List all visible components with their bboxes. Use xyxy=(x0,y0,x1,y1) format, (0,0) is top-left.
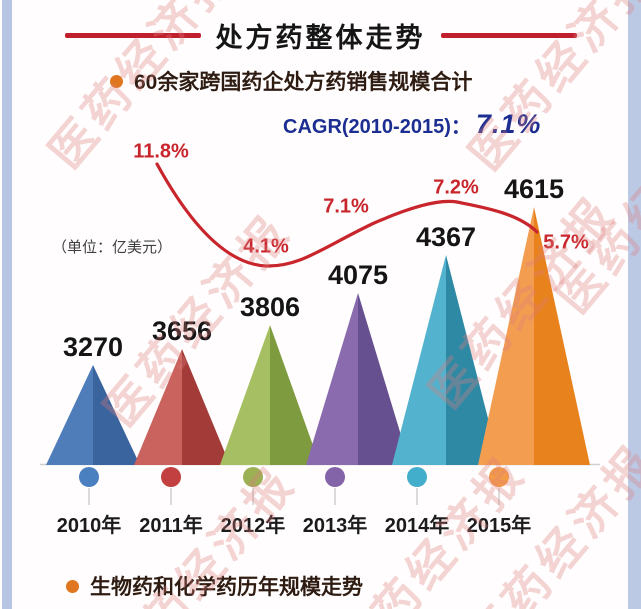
unit-label: （单位：亿美元） xyxy=(52,239,173,256)
year-dot-icon xyxy=(161,467,181,487)
bar-value-label: 4615 xyxy=(503,174,565,204)
pyramid-bar-2012年-right xyxy=(270,325,320,465)
pyramid-bar-2010年-left xyxy=(46,365,93,465)
section2-heading: 生物药和化学药历年规模走势 xyxy=(66,571,363,601)
x-axis-label: 2013年 xyxy=(302,515,368,537)
title-rule-left xyxy=(64,33,201,38)
bullet-dot-icon xyxy=(66,579,79,593)
right-border-strip xyxy=(628,0,641,609)
cagr-value: 7.1% xyxy=(475,109,542,139)
cagr-annotation: CAGR(2010-2015)： 7.1% xyxy=(283,109,541,140)
cagr-label: CAGR(2010-2015)： xyxy=(283,116,471,138)
pyramid-bar-2012年-left xyxy=(220,325,270,465)
x-axis-label: 2015年 xyxy=(466,515,532,537)
growth-pct-label: 5.7% xyxy=(543,231,589,254)
bar-value-label: 3806 xyxy=(239,292,301,322)
x-axis-label: 2010年 xyxy=(56,515,122,537)
year-dot-icon xyxy=(489,467,509,487)
pyramid-bar-2014年-left xyxy=(392,255,446,465)
growth-pct-label: 4.1% xyxy=(243,235,289,258)
x-axis-label: 2014年 xyxy=(384,515,450,537)
year-dot-icon xyxy=(325,467,345,487)
section2-label: 生物药和化学药历年规模走势 xyxy=(90,576,363,599)
pyramid-bar-2015年-right xyxy=(534,207,590,465)
year-dot-icon xyxy=(243,467,263,487)
growth-pct-label: 7.2% xyxy=(433,176,479,199)
growth-line xyxy=(155,162,539,268)
section1-heading: 60余家跨国药企处方药销售规模合计 xyxy=(110,66,472,96)
bar-value-label: 3270 xyxy=(62,332,124,362)
pyramid-bar-2011年-right xyxy=(182,349,230,465)
year-tick xyxy=(88,488,90,505)
growth-pct-label: 11.8% xyxy=(133,140,189,163)
year-tick xyxy=(416,488,418,505)
pyramid-bar-2013年-right xyxy=(358,293,410,465)
growth-pct-label: 7.1% xyxy=(323,195,369,218)
section1-label: 60余家跨国药企处方药销售规模合计 xyxy=(134,71,473,94)
bar-value-label: 3656 xyxy=(151,316,213,346)
x-axis-label: 2011年 xyxy=(139,515,203,537)
left-border-strip xyxy=(2,0,12,609)
year-tick xyxy=(498,488,500,505)
pyramid-bar-2013年-left xyxy=(306,293,358,465)
year-dot-icon xyxy=(407,467,427,487)
pyramid-bar-2014年-right xyxy=(446,255,500,465)
pyramid-bar-2011年-left xyxy=(134,349,182,465)
year-dot-icon xyxy=(79,467,99,487)
page-title: 处方药整体走势 xyxy=(215,23,426,53)
header: 处方药整体走势 xyxy=(0,16,641,55)
x-axis-label: 2012年 xyxy=(220,515,286,537)
bar-value-label: 4367 xyxy=(415,222,477,252)
year-tick xyxy=(170,488,172,505)
year-tick xyxy=(334,488,336,505)
title-rule-right xyxy=(440,33,577,38)
year-tick xyxy=(252,488,254,505)
pyramid-bar-2010年-right xyxy=(93,365,140,465)
pyramid-bar-2015年-left xyxy=(478,207,534,465)
bullet-dot-icon xyxy=(110,74,123,88)
bar-value-label: 4075 xyxy=(327,260,389,290)
